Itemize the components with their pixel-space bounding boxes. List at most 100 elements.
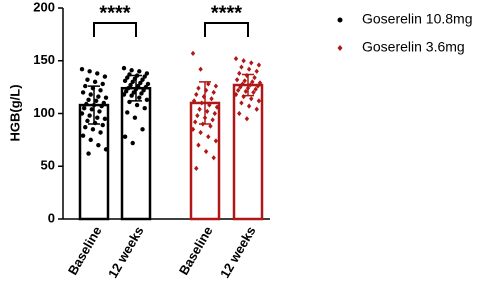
data-point	[103, 147, 109, 152]
data-point	[196, 142, 201, 148]
data-point	[134, 102, 140, 108]
x-tick-label: 12 weeks	[105, 224, 147, 281]
data-point	[206, 81, 211, 87]
data-point	[239, 64, 244, 70]
error-bar	[242, 73, 254, 97]
data-point	[102, 116, 108, 121]
data-point	[93, 98, 99, 104]
x-tick-label: Baseline	[65, 224, 105, 278]
data-point	[144, 71, 150, 76]
data-point	[238, 84, 243, 90]
data-point	[83, 83, 88, 89]
data-point	[83, 125, 88, 130]
data-point	[208, 123, 213, 129]
data-point	[86, 151, 91, 156]
data-point	[249, 60, 254, 66]
y-tick-label: 0	[48, 210, 55, 225]
data-point	[255, 83, 261, 89]
data-point	[103, 95, 109, 100]
data-point	[92, 79, 98, 85]
data-point	[79, 111, 85, 116]
data-point	[207, 102, 212, 108]
data-point	[81, 106, 87, 111]
data-point	[237, 70, 242, 77]
y-tick-label: 200	[33, 0, 55, 14]
data-point	[90, 127, 96, 132]
data-point	[141, 88, 146, 93]
data-point	[80, 133, 86, 138]
significance-label: ****	[99, 2, 130, 24]
data-point	[140, 77, 145, 82]
data-point	[203, 148, 209, 155]
data-point	[126, 85, 131, 91]
data-point	[214, 104, 220, 110]
data-point	[80, 90, 86, 95]
data-point	[198, 129, 203, 136]
significance-label: ****	[211, 2, 242, 24]
x-tick-label: 12 weeks	[217, 224, 259, 281]
data-point	[130, 140, 135, 146]
error-bar	[199, 81, 211, 125]
data-point	[210, 117, 215, 123]
data-point	[131, 90, 137, 95]
data-point	[191, 98, 197, 104]
data-point	[122, 78, 128, 83]
significance-bracket	[93, 22, 137, 37]
data-point	[130, 79, 135, 85]
data-point	[88, 137, 93, 143]
data-point	[206, 134, 211, 140]
data-point	[145, 81, 151, 87]
data-point	[247, 82, 253, 88]
data-point	[142, 106, 147, 111]
legend-marker	[337, 45, 343, 51]
data-point	[233, 91, 239, 98]
data-point	[98, 130, 103, 135]
data-point	[99, 103, 104, 109]
data-point	[203, 87, 209, 93]
data-point	[102, 74, 108, 79]
data-point	[125, 110, 130, 115]
data-point	[135, 83, 141, 89]
data-point	[128, 82, 133, 88]
data-point	[204, 108, 210, 114]
y-tick-label: 150	[33, 52, 55, 67]
legend-marker	[337, 17, 343, 23]
data-point	[194, 91, 199, 98]
data-point	[237, 110, 242, 117]
data-point	[250, 79, 255, 85]
data-point	[197, 106, 202, 112]
data-point	[198, 66, 203, 72]
data-point	[211, 89, 216, 95]
data-point	[233, 56, 239, 62]
data-point	[190, 126, 196, 132]
data-point	[234, 77, 240, 83]
data-point	[195, 113, 200, 119]
data-point	[256, 98, 262, 104]
data-point	[122, 134, 128, 139]
y-tick-label: 50	[41, 158, 55, 173]
error-bar	[88, 85, 100, 125]
data-point	[192, 119, 198, 125]
data-point	[121, 65, 127, 71]
data-point	[251, 89, 256, 95]
y-axis-label: HGB(g/L)	[7, 84, 22, 141]
legend-label: Goserelin 3.6mg	[362, 39, 465, 55]
data-point	[85, 118, 90, 124]
data-point	[129, 93, 134, 98]
data-point	[96, 142, 101, 148]
x-tick-label: Baseline	[176, 224, 216, 278]
data-point	[142, 74, 147, 79]
data-point	[213, 83, 219, 89]
data-point	[212, 110, 218, 117]
error-bar	[130, 74, 142, 102]
data-point	[239, 100, 244, 106]
data-point	[137, 69, 142, 74]
data-point	[123, 89, 129, 94]
data-point	[240, 81, 245, 87]
data-point	[143, 84, 149, 90]
data-point	[86, 97, 91, 102]
data-point	[256, 62, 262, 68]
data-point	[211, 155, 216, 161]
legend-label: Goserelin 10.8mg	[362, 11, 473, 27]
data-point	[241, 58, 246, 64]
